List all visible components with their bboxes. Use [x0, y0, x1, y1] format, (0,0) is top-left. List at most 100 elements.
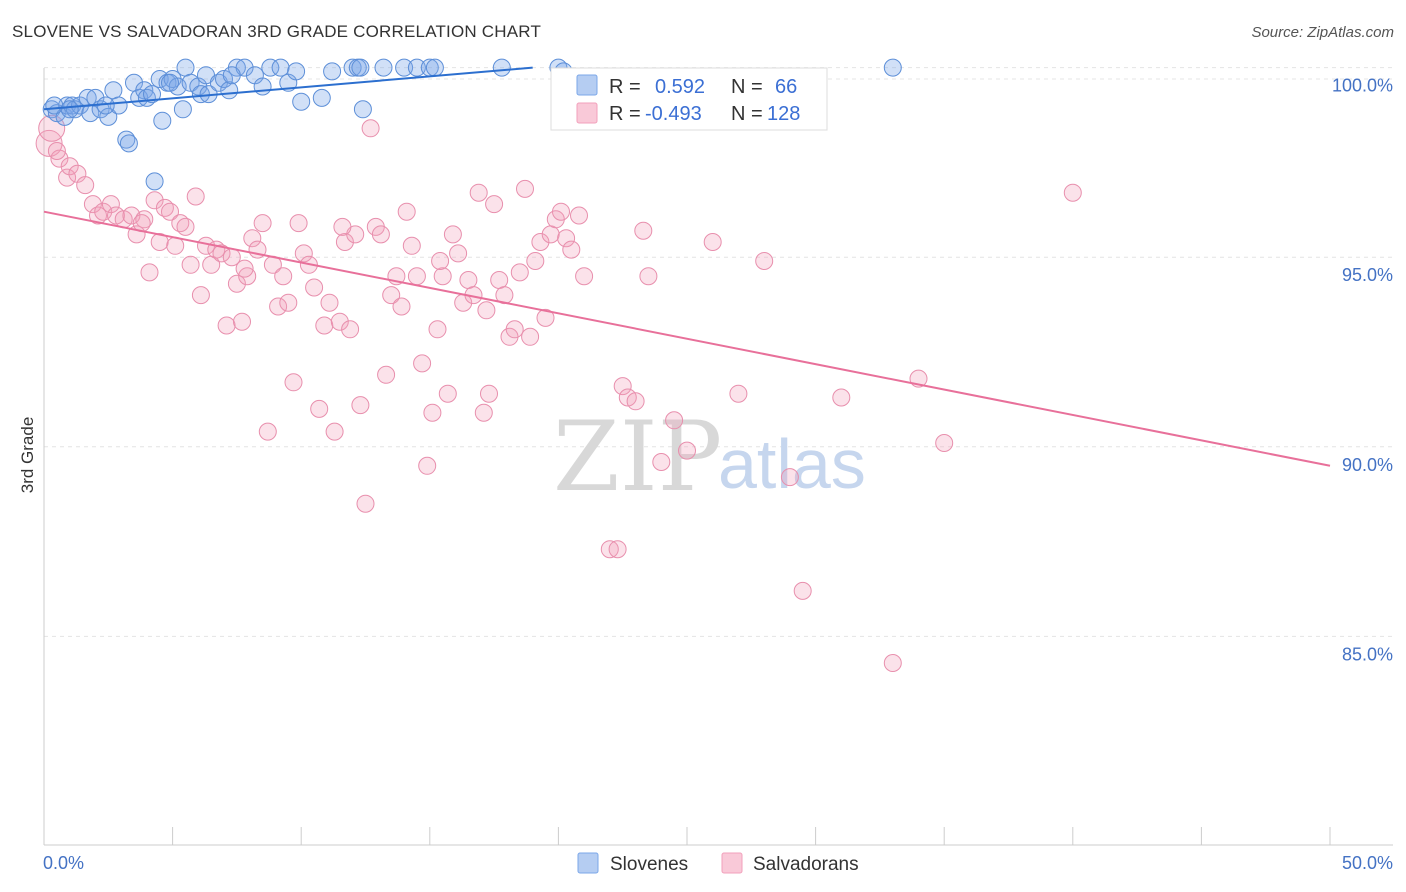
bottom-legend: Slovenes Salvadorans	[577, 852, 859, 875]
bottom-legend-slovenes-swatch	[577, 852, 599, 874]
salvadoran-point	[145, 191, 164, 210]
legend-n-value-slovenes: 66	[775, 76, 797, 98]
salvadoran-point	[166, 236, 185, 255]
salvadoran-point	[289, 214, 308, 233]
salvadoran-point	[477, 301, 496, 320]
slovene-point	[99, 107, 118, 126]
salvadorans-points	[35, 114, 1082, 672]
salvadoran-point	[510, 263, 529, 282]
salvadoran-point	[330, 312, 349, 331]
salvadoran-point	[361, 119, 380, 138]
salvadoran-point	[665, 411, 684, 430]
salvadoran-point	[526, 252, 545, 270]
salvadoran-point	[83, 195, 102, 214]
salvadoran-point	[626, 392, 645, 411]
slovene-point	[492, 58, 511, 77]
salvadoran-point	[212, 244, 231, 263]
slovene-point	[312, 88, 331, 107]
salvadoran-point	[557, 229, 576, 248]
salvadoran-point	[186, 187, 205, 206]
salvadoran-point	[562, 240, 581, 259]
y-axis-label: 3rd Grade	[18, 417, 37, 494]
salvadoran-point	[469, 183, 488, 202]
salvadoran-point	[428, 320, 447, 339]
slovene-point	[220, 81, 239, 100]
salvadoran-point	[76, 176, 95, 195]
slovene-point	[161, 73, 179, 92]
legend-r-label-slovenes: R =	[609, 76, 641, 98]
trend-lines	[43, 66, 1331, 467]
slovene-point	[45, 96, 64, 115]
slovene-point	[222, 66, 241, 85]
slovene-point	[176, 58, 195, 77]
salvadoran-point	[570, 206, 588, 225]
salvadoran-point	[279, 293, 298, 312]
salvadoran-point	[608, 540, 627, 559]
salvadoran-point	[335, 233, 354, 251]
salvadoran-point	[243, 229, 262, 248]
salvadoran-point	[729, 384, 748, 403]
salvadoran-point	[217, 316, 236, 335]
chart-source: Source: ZipAtlas.com	[1251, 24, 1394, 41]
salvadoran-point	[235, 259, 254, 278]
salvadoran-point	[356, 494, 375, 513]
salvadoran-point	[227, 274, 246, 293]
salvadoran-point	[274, 267, 293, 286]
slovene-point	[104, 81, 123, 100]
salvadoran-point	[459, 271, 478, 289]
salvadoran-point	[341, 320, 360, 339]
salvadoran-point	[191, 286, 210, 305]
y-tick-labels: 85.0% 90.0% 95.0% 100.0%	[1332, 76, 1393, 665]
salvadoran-point	[536, 308, 555, 327]
salvadoran-point	[392, 297, 411, 316]
slovene-point	[353, 100, 372, 119]
salvadoran-point	[678, 441, 696, 460]
salvadoran-point	[634, 221, 653, 240]
slovene-point	[109, 96, 128, 115]
axes	[43, 68, 1393, 846]
slovene-point	[425, 58, 444, 77]
salvadoran-point	[652, 453, 671, 471]
y-tick-label: 85.0%	[1342, 644, 1393, 664]
y-tick-label: 95.0%	[1342, 265, 1393, 285]
slovene-point	[292, 92, 311, 111]
salvadoran-point	[418, 456, 437, 475]
salvadoran-point	[269, 297, 288, 316]
slovene-point	[323, 62, 342, 81]
gridlines	[44, 67, 1393, 637]
watermark-atlas: atlas	[718, 425, 866, 503]
salvadoran-point	[310, 399, 329, 418]
slovenes-trend-line	[43, 66, 533, 111]
slovene-point	[253, 77, 272, 96]
salvadoran-point	[639, 267, 658, 286]
slovene-point	[261, 58, 280, 77]
salvadoran-point	[101, 195, 120, 214]
slovenes-points	[42, 58, 902, 191]
salvadoran-point	[505, 320, 524, 339]
salvadoran-point	[449, 244, 468, 263]
chart-title: SLOVENE VS SALVADORAN 3RD GRADE CORRELAT…	[12, 22, 542, 41]
legend-slovenes-swatch	[576, 74, 598, 96]
salvadoran-point	[305, 278, 324, 297]
salvadorans-trend-line	[43, 210, 1331, 467]
salvadoran-point	[351, 396, 370, 415]
bottom-legend-salvadorans: Salvadorans	[753, 854, 859, 875]
salvadoran-point	[703, 233, 722, 251]
salvadoran-point	[320, 293, 339, 312]
slovene-point	[343, 58, 362, 77]
slovene-point	[60, 100, 79, 119]
slovene-point	[395, 58, 414, 77]
slovene-point	[173, 100, 192, 119]
salvadoran-point	[150, 233, 169, 251]
salvadoran-point	[883, 654, 902, 672]
slovene-point	[119, 134, 138, 153]
salvadoran-point	[935, 434, 954, 452]
salvadoran-point	[485, 195, 504, 214]
x-tick-label-max: 50.0%	[1342, 853, 1393, 873]
salvadoran-point	[613, 377, 632, 396]
salvadoran-point	[552, 202, 570, 221]
slovene-point	[86, 88, 105, 107]
salvadoran-point	[423, 403, 442, 422]
salvadoran-point	[541, 225, 560, 244]
